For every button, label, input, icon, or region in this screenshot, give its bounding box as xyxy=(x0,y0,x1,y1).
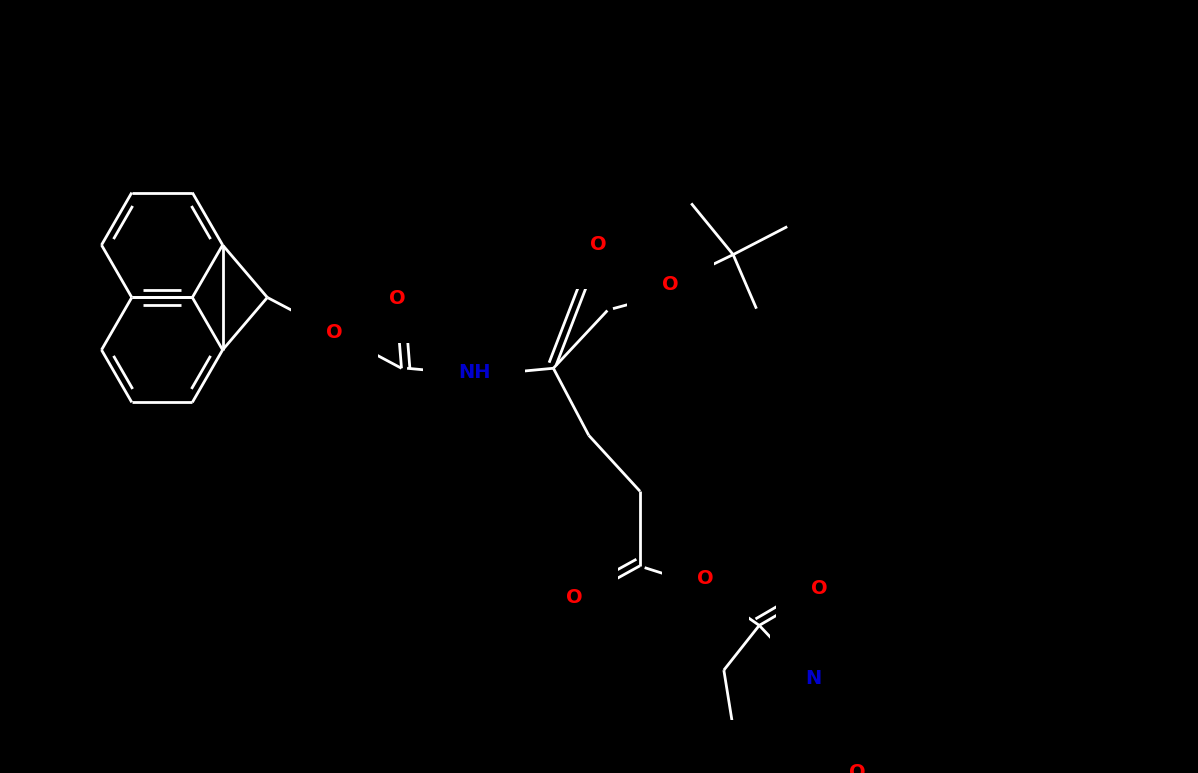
Text: O: O xyxy=(589,235,606,254)
Text: O: O xyxy=(567,588,583,607)
Text: O: O xyxy=(662,275,679,294)
Text: NH: NH xyxy=(458,363,490,383)
Text: O: O xyxy=(848,763,865,773)
Text: O: O xyxy=(811,579,828,598)
Text: O: O xyxy=(326,323,343,342)
Text: N: N xyxy=(805,669,822,688)
Text: O: O xyxy=(697,570,714,588)
Text: O: O xyxy=(388,289,405,308)
